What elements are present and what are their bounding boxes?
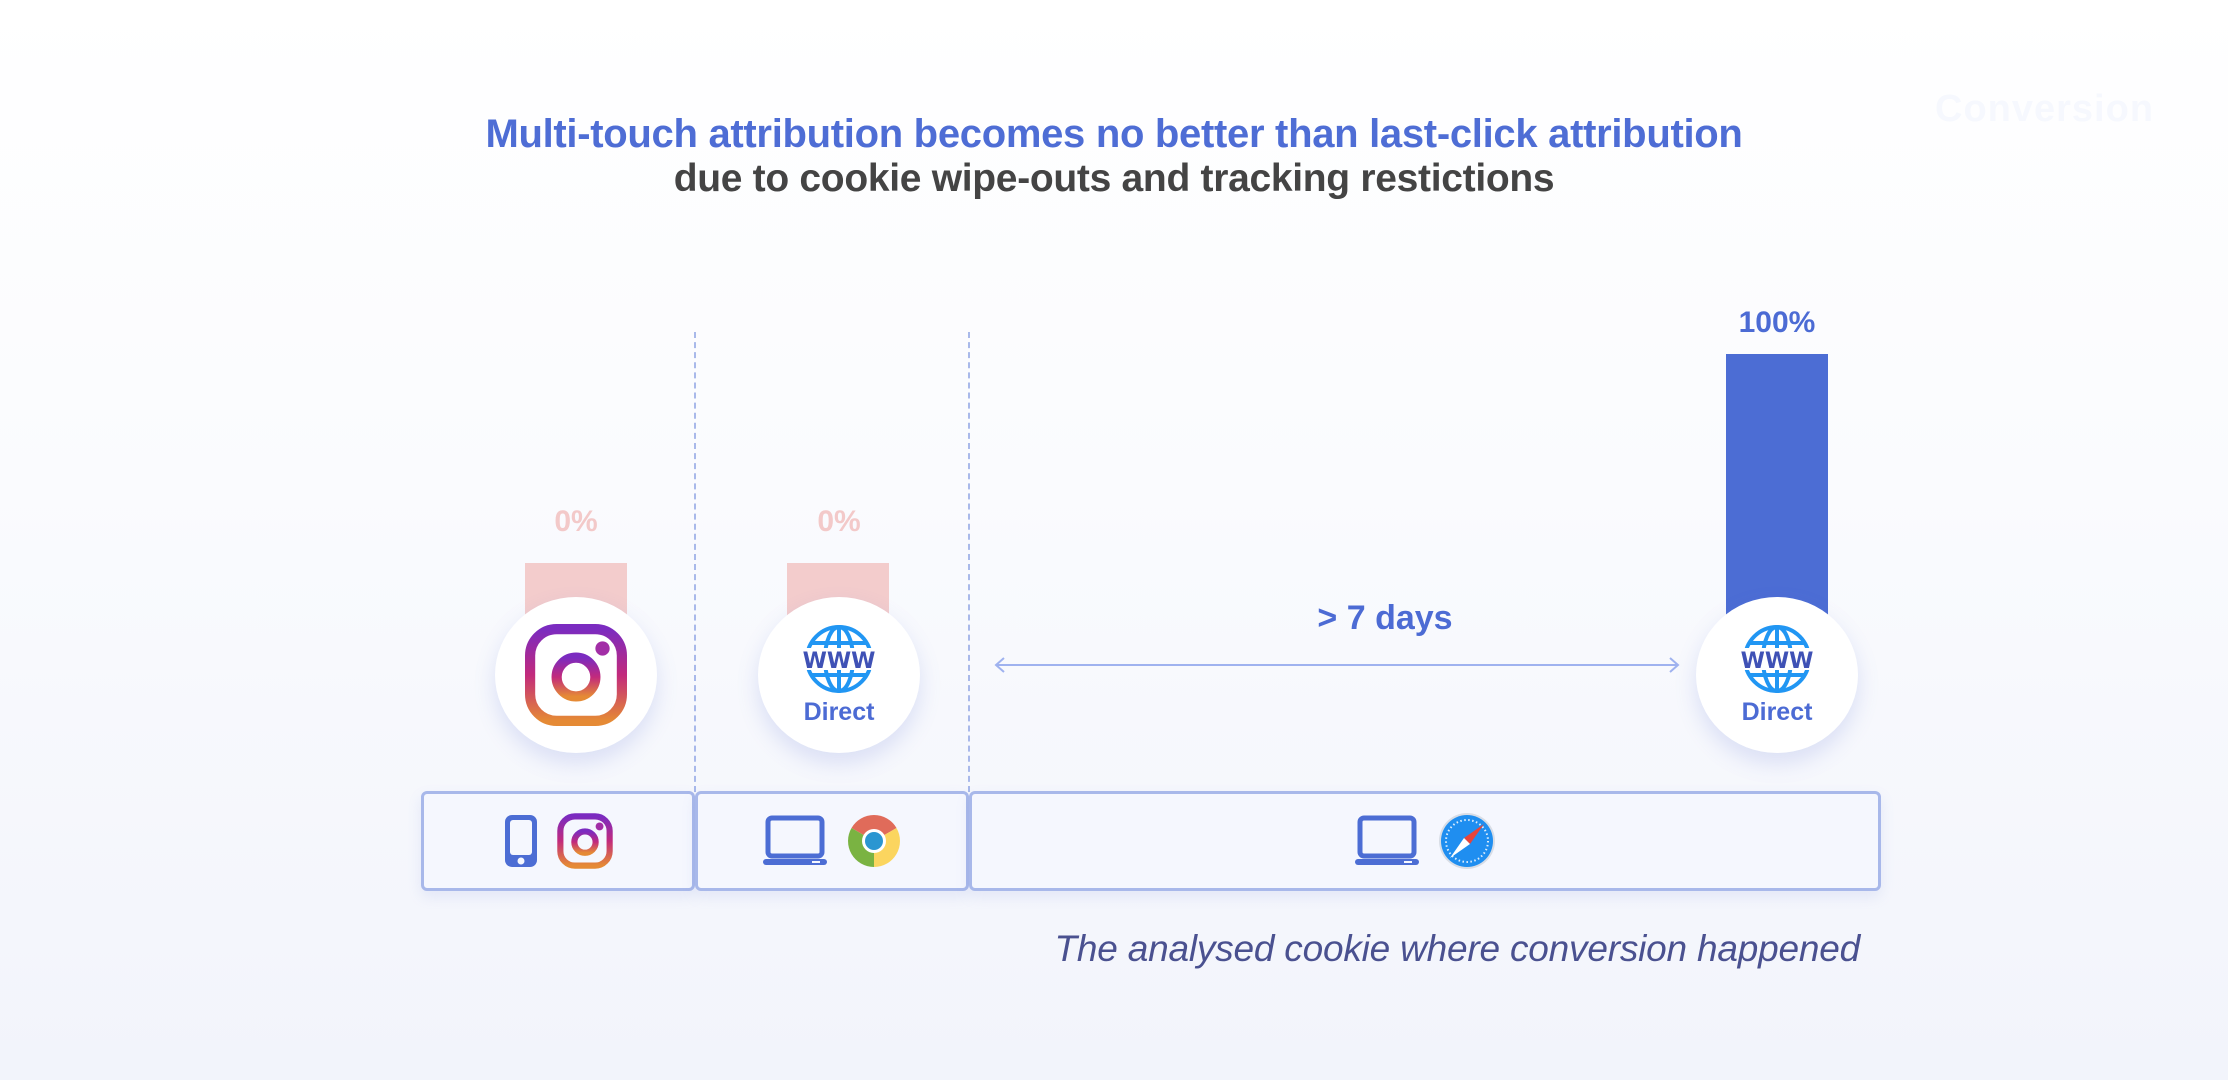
phone-icon	[503, 813, 539, 869]
chart-subtitle: due to cookie wipe-outs and tracking res…	[673, 157, 1555, 200]
cookie-divider	[968, 332, 970, 792]
touchpoint-direct-2: WWW Direct	[1696, 597, 1858, 753]
direct-label: Direct	[1741, 697, 1813, 726]
safari-icon	[1438, 812, 1496, 870]
instagram-icon	[557, 813, 613, 869]
cookie-box-mobile-instagram	[421, 791, 695, 891]
www-globe-icon: WWW	[1740, 624, 1814, 694]
conversion-ghost-label: Conversion	[1935, 88, 2155, 130]
attribution-label-direct-2: 100%	[1738, 306, 1816, 339]
instagram-icon	[525, 624, 627, 726]
touchpoint-instagram	[495, 597, 657, 753]
cookie-divider	[694, 332, 696, 792]
chart-title: Multi-touch attribution becomes no bette…	[485, 112, 1743, 156]
direct-label: Direct	[803, 697, 875, 726]
attribution-label-instagram: 0%	[554, 505, 598, 538]
svg-text:WWW: WWW	[803, 649, 876, 674]
time-gap-label: > 7 days	[1317, 599, 1453, 637]
attribution-label-direct-1: 0%	[817, 505, 861, 538]
chrome-icon	[846, 813, 902, 869]
cookie-box-laptop-safari-analysed	[969, 791, 1881, 891]
laptop-icon	[1354, 815, 1420, 867]
touchpoint-direct-1: WWW Direct	[758, 597, 920, 753]
laptop-icon	[762, 815, 828, 867]
www-globe-icon: WWW	[802, 624, 876, 694]
attribution-bar-direct-2	[1726, 354, 1828, 624]
svg-text:WWW: WWW	[1741, 649, 1814, 674]
double-arrow-icon	[994, 655, 1680, 675]
cookie-box-laptop-chrome	[695, 791, 969, 891]
analysed-cookie-caption: The analysed cookie where conversion hap…	[1054, 928, 1860, 969]
